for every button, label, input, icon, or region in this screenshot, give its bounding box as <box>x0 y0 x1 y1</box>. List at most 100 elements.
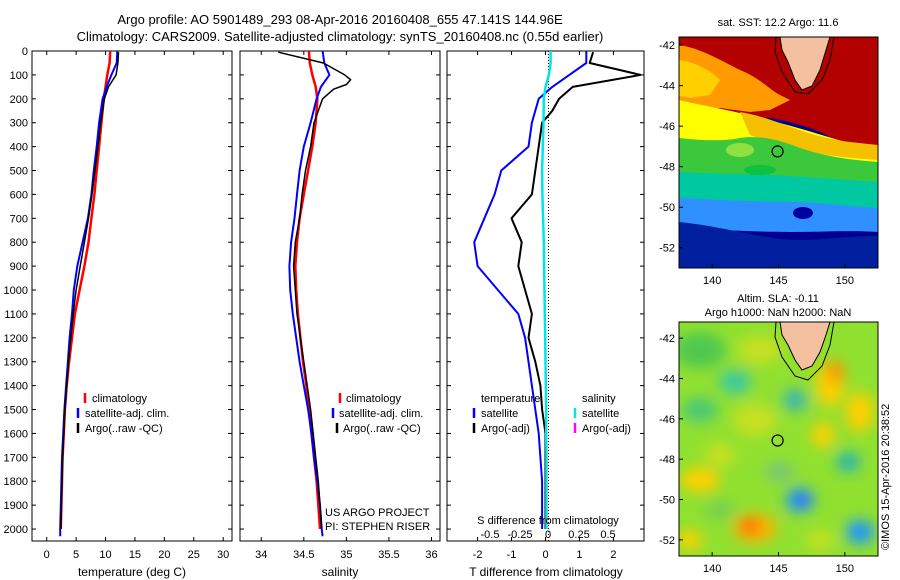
x-tick-label: 34 <box>255 549 267 561</box>
x-tick-label: 0 <box>542 549 548 561</box>
imos-watermark: ©IMOS 15-Apr-2016 20:38:52 <box>880 404 892 550</box>
map-x-tick-label: 145 <box>769 563 787 575</box>
temperature-panel-frame <box>31 50 233 542</box>
salinity-legend: climatology satellite-adj. clim. Argo(..… <box>325 393 430 533</box>
series-argo <box>278 51 352 530</box>
sst-map-axes: 140 145 150 -42 -44 -46 -48 -50 -52 <box>659 40 854 287</box>
legend-label-t-satellite: satellite <box>481 408 518 420</box>
sst-map <box>679 37 878 268</box>
legend-label-satellite: satellite-adj. clim. <box>85 408 169 420</box>
map-y-tick-label: -52 <box>659 243 675 255</box>
x-tick-label: 35 <box>340 549 352 561</box>
x-tick-label: 5 <box>73 549 79 561</box>
map-x-tick-label: 140 <box>703 275 721 287</box>
s-tick: -0.5 <box>481 529 500 541</box>
depth-tick-label: 1300 <box>4 357 28 369</box>
sst-map-title: sat. SST: 12.2 Argo: 11.6 <box>718 17 839 29</box>
depth-tick-label: 500 <box>10 166 28 178</box>
s-tick: 0.25 <box>568 529 589 541</box>
map-y-tick-label: -50 <box>659 495 675 507</box>
depth-tick-label: 1200 <box>4 333 28 345</box>
depth-tick-label: 900 <box>10 261 28 273</box>
depth-tick-label: 100 <box>10 70 28 82</box>
x-tick-label: -1 <box>507 549 517 561</box>
x-tick-label: 2 <box>610 549 616 561</box>
depth-tick-label: 2000 <box>4 524 28 536</box>
map-y-tick-label: -48 <box>659 162 675 174</box>
depth-tick-label: 200 <box>10 94 28 106</box>
difference-profiles <box>473 51 642 529</box>
depth-tick-label: 1000 <box>4 285 28 297</box>
series-argo <box>60 52 120 530</box>
series-s-satellite <box>540 51 552 529</box>
x-tick-label: 36 <box>425 549 437 561</box>
difference-legend: temperature satellite Argo(-adj) salinit… <box>472 393 631 435</box>
depth-tick-label: 1400 <box>4 381 28 393</box>
sla-map-title-2: Argo h1000: NaN h2000: NaN <box>705 307 852 319</box>
legend-label-t-argo: Argo(-adj) <box>481 423 530 435</box>
s-tick: 0 <box>545 529 551 541</box>
sla-map <box>679 322 878 556</box>
legend-label-climatology: climatology <box>92 393 148 405</box>
legend-label-argo: Argo(..raw -QC) <box>343 423 421 435</box>
sst-float-marker <box>771 145 784 158</box>
legend-label-s-satellite: satellite <box>582 408 619 420</box>
depth-tick-label: 1600 <box>4 428 28 440</box>
salinity-panel-frame <box>239 50 441 542</box>
depth-tick-label: 300 <box>10 118 28 130</box>
depth-tick-label: 400 <box>10 142 28 154</box>
x-tick-label: 20 <box>158 549 170 561</box>
salinity-xlabel: salinity <box>322 565 359 579</box>
x-tick-label: 35.5 <box>378 549 399 561</box>
s-tick: -0.25 <box>507 529 532 541</box>
temperature-xlabel: temperature (deg C) <box>78 565 186 579</box>
x-tick-label: -2 <box>473 549 483 561</box>
depth-tick-label: 0 <box>22 46 28 58</box>
map-y-tick-label: -46 <box>659 414 675 426</box>
x-tick-label: 34.5 <box>293 549 314 561</box>
series-satellite-adj-clim <box>288 51 331 537</box>
map-y-tick-label: -42 <box>659 333 675 345</box>
salinity-profiles <box>278 51 352 537</box>
map-y-tick-label: -44 <box>659 81 675 93</box>
x-tick-label: 1 <box>576 549 582 561</box>
map-y-tick-label: -44 <box>659 373 675 385</box>
temperature-profiles <box>59 51 120 537</box>
depth-tick-label: 800 <box>10 237 28 249</box>
map-y-tick-label: -42 <box>659 40 675 52</box>
title-line-1: Argo profile: AO 5901489_293 08-Apr-2016… <box>117 12 563 27</box>
depth-tick-label: 1100 <box>4 309 28 321</box>
x-tick-label: 0 <box>44 549 50 561</box>
x-tick-label: 25 <box>188 549 200 561</box>
s-difference-ticks: -0.5 -0.25 0 0.25 0.5 <box>481 529 616 541</box>
s-tick: 0.5 <box>600 529 615 541</box>
depth-tick-label: 700 <box>10 213 28 225</box>
depth-axis: 0 100 200 300 400 500 600 700 800 900 1000 1100 1200… <box>4 46 644 536</box>
legend-label-argo: Argo(..raw -QC) <box>85 423 163 435</box>
map-x-tick-label: 150 <box>836 563 854 575</box>
legend-label-satellite: satellite-adj. clim. <box>339 408 423 420</box>
x-tick-label: 30 <box>217 549 229 561</box>
temperature-x-axis: 0 5 10 15 20 25 30 <box>44 51 229 561</box>
difference-x-axis: -2 -1 0 1 2 <box>473 51 616 561</box>
temperature-legend: climatology satellite-adj. clim. Argo(..… <box>76 393 169 435</box>
depth-tick-label: 1800 <box>4 476 28 488</box>
legend-title-temperature: temperature <box>481 393 540 405</box>
map-y-tick-label: -52 <box>659 535 675 547</box>
map-y-tick-label: -46 <box>659 121 675 133</box>
salinity-x-axis: 34 34.5 35 35.5 36 <box>255 51 438 561</box>
pi-text: PI: STEPHEN RISER <box>325 521 430 533</box>
project-text: US ARGO PROJECT <box>325 507 430 519</box>
depth-tick-label: 1500 <box>4 405 28 417</box>
s-difference-label: S difference from climatology <box>477 515 619 527</box>
sla-map-axes: 140 145 150 -42 -44 -46 -48 -50 -52 <box>659 333 854 575</box>
sla-float-marker <box>771 434 784 447</box>
sla-map-title-1: Altim. SLA: -0.11 <box>737 293 819 305</box>
depth-tick-label: 600 <box>10 189 28 201</box>
x-tick-label: 10 <box>99 549 111 561</box>
x-tick-label: 15 <box>129 549 141 561</box>
title-line-2: Climatology: CARS2009. Satellite-adjuste… <box>76 29 604 44</box>
difference-xlabel: T difference from climatology <box>469 565 623 579</box>
map-y-tick-label: -50 <box>659 202 675 214</box>
